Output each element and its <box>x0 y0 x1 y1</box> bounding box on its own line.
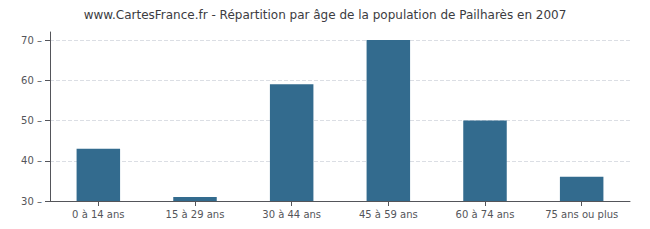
svg-text:15 à 29 ans: 15 à 29 ans <box>166 209 225 220</box>
svg-text:60 –: 60 – <box>21 75 42 86</box>
svg-text:45 à 59 ans: 45 à 59 ans <box>359 209 418 220</box>
svg-text:30 –: 30 – <box>21 196 42 207</box>
svg-text:50 –: 50 – <box>21 115 42 126</box>
svg-text:0 à 14 ans: 0 à 14 ans <box>72 209 124 220</box>
svg-text:40 –: 40 – <box>21 155 42 166</box>
svg-text:60 à 74 ans: 60 à 74 ans <box>456 209 515 220</box>
svg-text:30 à 44 ans: 30 à 44 ans <box>262 209 321 220</box>
svg-text:70 –: 70 – <box>21 35 42 46</box>
svg-text:www.CartesFrance.fr - Répartit: www.CartesFrance.fr - Répartition par âg… <box>84 8 567 22</box>
svg-text:75 ans ou plus: 75 ans ou plus <box>545 209 618 220</box>
